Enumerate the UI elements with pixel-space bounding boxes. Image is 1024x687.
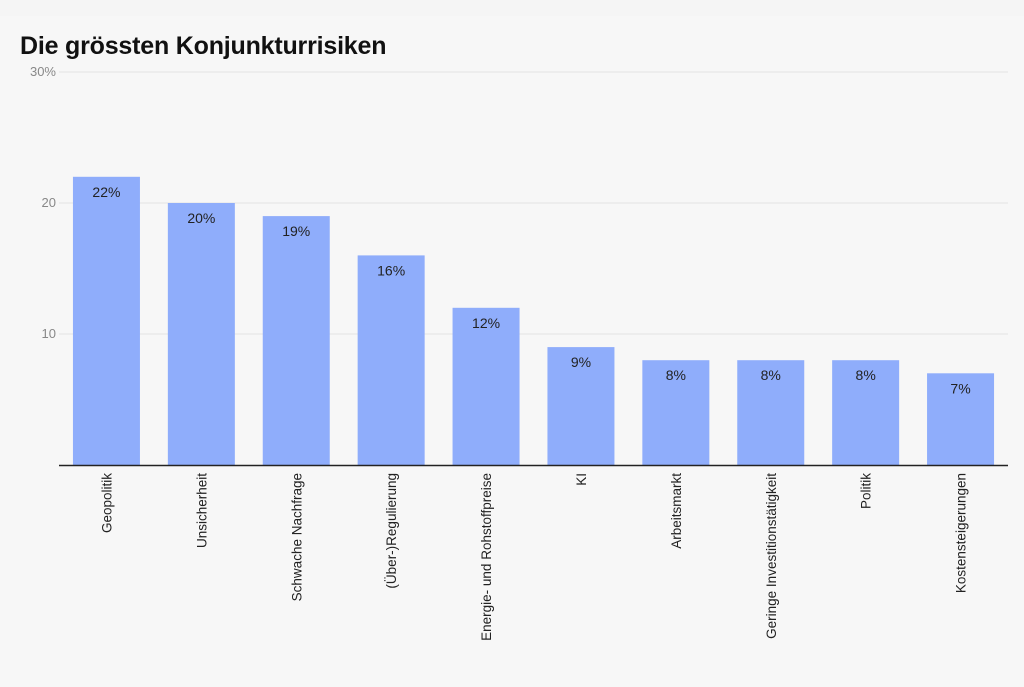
data-label: 8% bbox=[666, 367, 686, 383]
y-axis-ticks: 10 20 30% bbox=[30, 64, 56, 341]
bar bbox=[927, 373, 995, 465]
x-tick-label: Geringe Investitionstätigkeit bbox=[764, 473, 779, 639]
x-tick-label: Unsicherheit bbox=[194, 473, 209, 548]
x-tick-label: Politik bbox=[859, 473, 874, 509]
data-label: 16% bbox=[377, 262, 405, 278]
bar bbox=[547, 347, 615, 465]
bar bbox=[262, 216, 330, 465]
data-label: 19% bbox=[282, 223, 310, 239]
bar bbox=[72, 176, 140, 466]
x-tick-label: Energie- und Rohstoffpreise bbox=[479, 473, 494, 641]
data-label: 8% bbox=[856, 367, 876, 383]
x-tick-label: Schwache Nachfrage bbox=[289, 473, 304, 601]
x-tick-label: Geopolitik bbox=[99, 473, 114, 533]
data-label: 7% bbox=[950, 380, 970, 396]
data-label: 22% bbox=[92, 184, 120, 200]
data-labels: 22% 20% 19% 16% 12% 9% 8% 8% 8% 7% bbox=[92, 184, 970, 396]
top-strip bbox=[0, 0, 1024, 16]
bar bbox=[737, 360, 805, 465]
y-tick-label: 20 bbox=[42, 195, 56, 210]
bar bbox=[642, 360, 710, 465]
bar bbox=[357, 255, 425, 465]
x-tick-label: (Über-)Regulierung bbox=[384, 473, 399, 589]
y-tick-label: 10 bbox=[42, 326, 56, 341]
x-tick-label: KI bbox=[574, 473, 589, 486]
data-label: 8% bbox=[761, 367, 781, 383]
data-label: 9% bbox=[571, 354, 591, 370]
chart-title: Die grössten Konjunkturrisiken bbox=[20, 32, 387, 60]
x-tick-label: Kostensteigerungen bbox=[954, 473, 969, 593]
bar bbox=[167, 203, 235, 465]
x-tick-label: Arbeitsmarkt bbox=[669, 473, 684, 549]
bars bbox=[72, 176, 995, 466]
bar bbox=[832, 360, 900, 465]
y-tick-label: 30% bbox=[30, 64, 56, 79]
data-label: 20% bbox=[187, 210, 215, 226]
data-label: 12% bbox=[472, 315, 500, 331]
x-axis-ticks: Geopolitik Unsicherheit Schwache Nachfrage… bbox=[99, 473, 968, 641]
bar bbox=[452, 307, 520, 465]
